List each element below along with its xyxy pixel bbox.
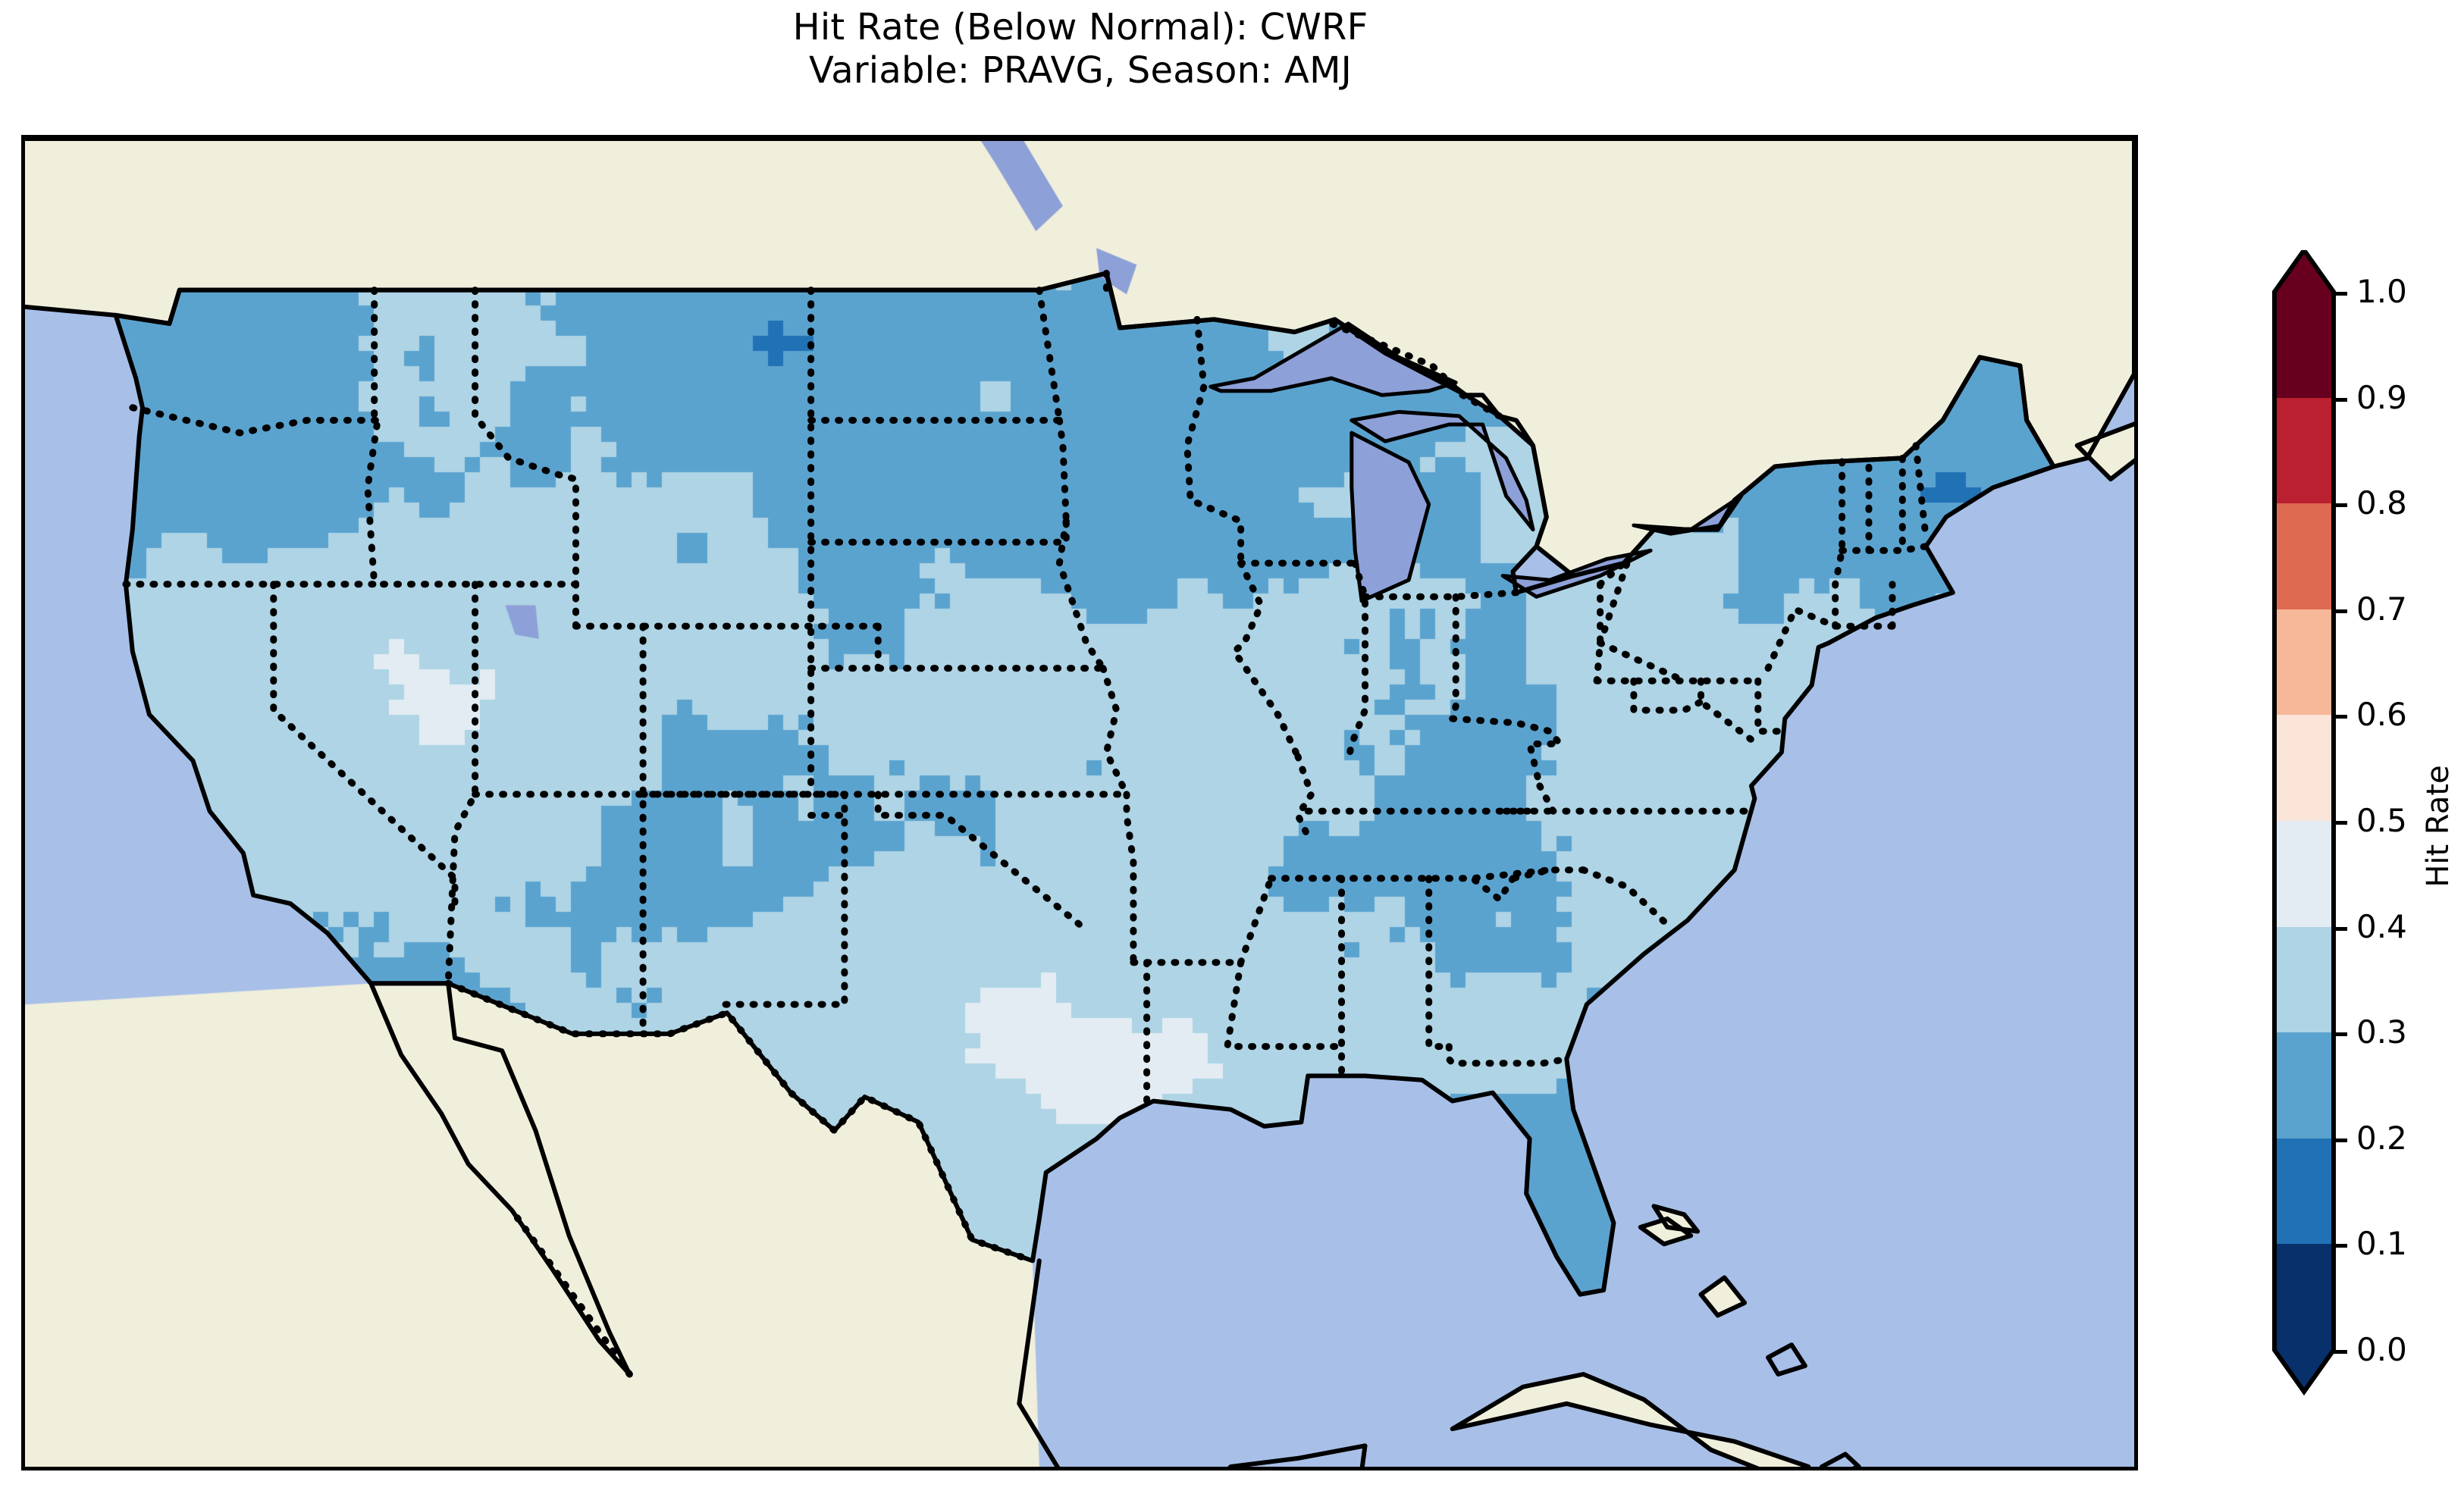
colorbar-ticklabel-0.6: 0.6 [2356,696,2407,734]
map-vector-overlay [25,139,2134,1467]
colorbar-ticklabel-0.5: 0.5 [2356,802,2407,839]
colorbar-ticklabel-0.8: 0.8 [2356,484,2407,522]
figure-title: Hit Rate (Below Normal): CWRF Variable: … [0,6,2161,92]
colorbar-band-0 [2274,1244,2334,1350]
colorbar-band-1 [2274,1138,2334,1245]
colorbar-band-5 [2274,715,2334,821]
colorbar-band-2 [2274,1032,2334,1139]
colorbar-tick-0.4 [2334,926,2347,931]
title-line-1: Hit Rate (Below Normal): CWRF [792,6,1368,49]
colorbar-tick-0.7 [2334,609,2347,613]
colorbar-band-3 [2274,926,2334,1033]
colorbar-ticklabel-0.4: 0.4 [2356,907,2407,945]
colorbar-tick-0.8 [2334,503,2347,508]
title-line-2: Variable: PRAVG, Season: AMJ [808,49,1353,92]
colorbar-ticklabel-0.3: 0.3 [2356,1013,2407,1051]
colorbar-band-8 [2274,397,2334,504]
colorbar-tick-1.0 [2334,292,2347,296]
colorbar-tick-0.0 [2334,1350,2347,1354]
colorbar-ticklabel-0.7: 0.7 [2356,590,2407,628]
colorbar-ticklabel-0.0: 0.0 [2356,1331,2407,1368]
colorbar-tick-0.1 [2334,1244,2347,1248]
colorbar-tick-0.6 [2334,715,2347,719]
colorbar-band-7 [2274,503,2334,609]
colorbar-ticklabel-1.0: 1.0 [2356,273,2407,310]
colorbar-ticklabel-0.9: 0.9 [2356,378,2407,416]
colorbar-ticklabel-0.2: 0.2 [2356,1119,2407,1157]
map-axes[interactable] [21,135,2138,1471]
colorbar-tick-0.5 [2334,821,2347,825]
colorbar-axis-label: Hit Rate [2421,765,2456,888]
colorbar[interactable]: 0.0 0.1 0.2 0.3 0.4 0.5 0.6 0.7 0.8 0.9 1.0 Hit Ra… [2235,250,2462,1402]
colorbar-ticklabel-0.1: 0.1 [2356,1225,2407,1263]
colorbar-tick-0.2 [2334,1138,2347,1142]
colorbar-band-6 [2274,609,2334,716]
colorbar-tick-0.3 [2334,1032,2347,1037]
colorbar-band-9 [2274,292,2334,398]
colorbar-band-4 [2274,821,2334,927]
colorbar-tick-0.9 [2334,397,2347,402]
